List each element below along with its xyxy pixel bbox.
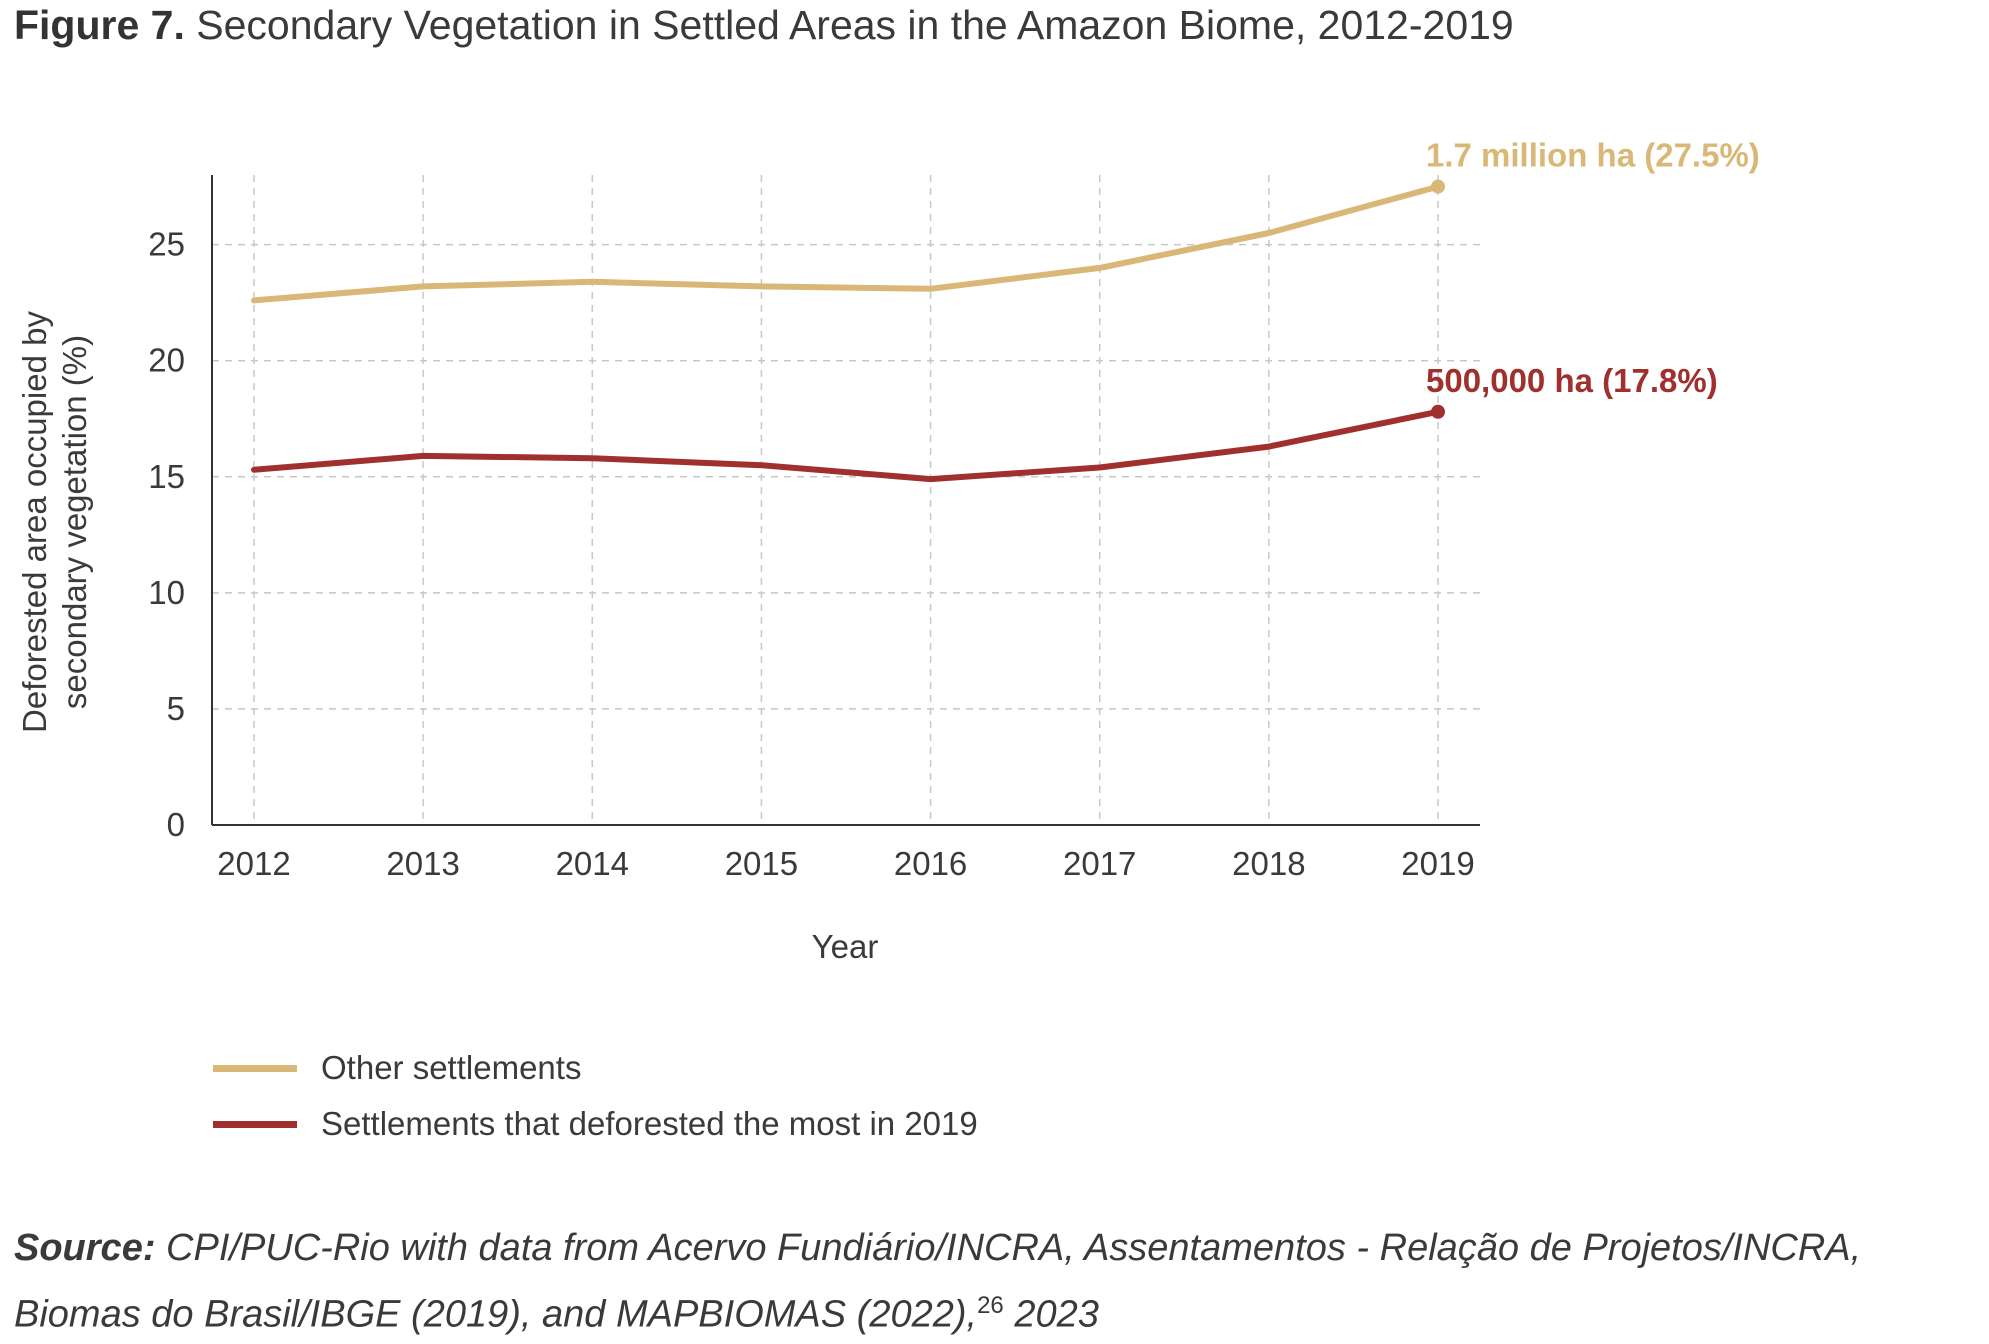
- y-axis-title-line-1: Deforested area occupied by: [16, 311, 53, 733]
- data-point-0-2019: [1431, 180, 1445, 194]
- x-tick-label-2013: 2013: [386, 845, 459, 882]
- legend-label-other-settlements: Other settlements: [321, 1049, 581, 1087]
- x-tick-label-2017: 2017: [1063, 845, 1136, 882]
- chart-axes: [212, 175, 1480, 825]
- series-line-1: [254, 412, 1438, 479]
- x-tick-label-2014: 2014: [556, 845, 629, 882]
- source-text: CPI/PUC-Rio with data from Acervo Fundiá…: [14, 1227, 1861, 1336]
- series-line-0: [254, 187, 1438, 301]
- end-label-1: 500,000 ha (17.8%): [1426, 362, 1718, 399]
- source-label: Source:: [14, 1227, 155, 1269]
- source-note: Source: CPI/PUC-Rio with data from Acerv…: [14, 1220, 1974, 1344]
- end-annotations: 1.7 million ha (27.5%) 500,000 ha (17.8%): [1426, 137, 1760, 399]
- y-tick-label-15: 15: [148, 458, 185, 495]
- tick-labels: 0 5 10 15 20 25 2012 2013 2014 2015 2016 2017 2018 20…: [148, 226, 1474, 882]
- y-tick-label-5: 5: [167, 690, 185, 727]
- series-lines: [254, 180, 1445, 480]
- x-tick-label-2019: 2019: [1401, 845, 1474, 882]
- source-footnote: 26: [977, 1292, 1004, 1319]
- legend-swatch-top-deforesting-settlements: [213, 1121, 297, 1128]
- x-tick-label-2015: 2015: [725, 845, 798, 882]
- chart-legend: Other settlements Settlements that defor…: [213, 1040, 978, 1152]
- x-tick-label-2016: 2016: [894, 845, 967, 882]
- legend-item-top-deforesting-settlements: Settlements that deforested the most in …: [213, 1096, 978, 1152]
- line-chart: 0 5 10 15 20 25 2012 2013 2014 2015 2016 2017 2018 20…: [0, 0, 1989, 1000]
- grid-lines: [212, 175, 1480, 825]
- legend-item-other-settlements: Other settlements: [213, 1040, 978, 1096]
- x-axis-title: Year: [812, 928, 879, 965]
- x-tick-label-2012: 2012: [217, 845, 290, 882]
- y-tick-label-20: 20: [148, 342, 185, 379]
- y-axis-title: Deforested area occupied by secondary ve…: [16, 311, 93, 733]
- data-point-1-2019: [1431, 405, 1445, 419]
- x-tick-label-2018: 2018: [1232, 845, 1305, 882]
- end-label-0: 1.7 million ha (27.5%): [1426, 137, 1760, 174]
- y-tick-label-10: 10: [148, 574, 185, 611]
- legend-label-top-deforesting-settlements: Settlements that deforested the most in …: [321, 1105, 978, 1143]
- y-tick-label-25: 25: [148, 226, 185, 263]
- y-axis-title-line-2: secondary vegetation (%): [56, 335, 93, 709]
- legend-swatch-other-settlements: [213, 1065, 297, 1072]
- y-tick-label-0: 0: [167, 806, 185, 843]
- source-year: 2023: [1014, 1294, 1099, 1336]
